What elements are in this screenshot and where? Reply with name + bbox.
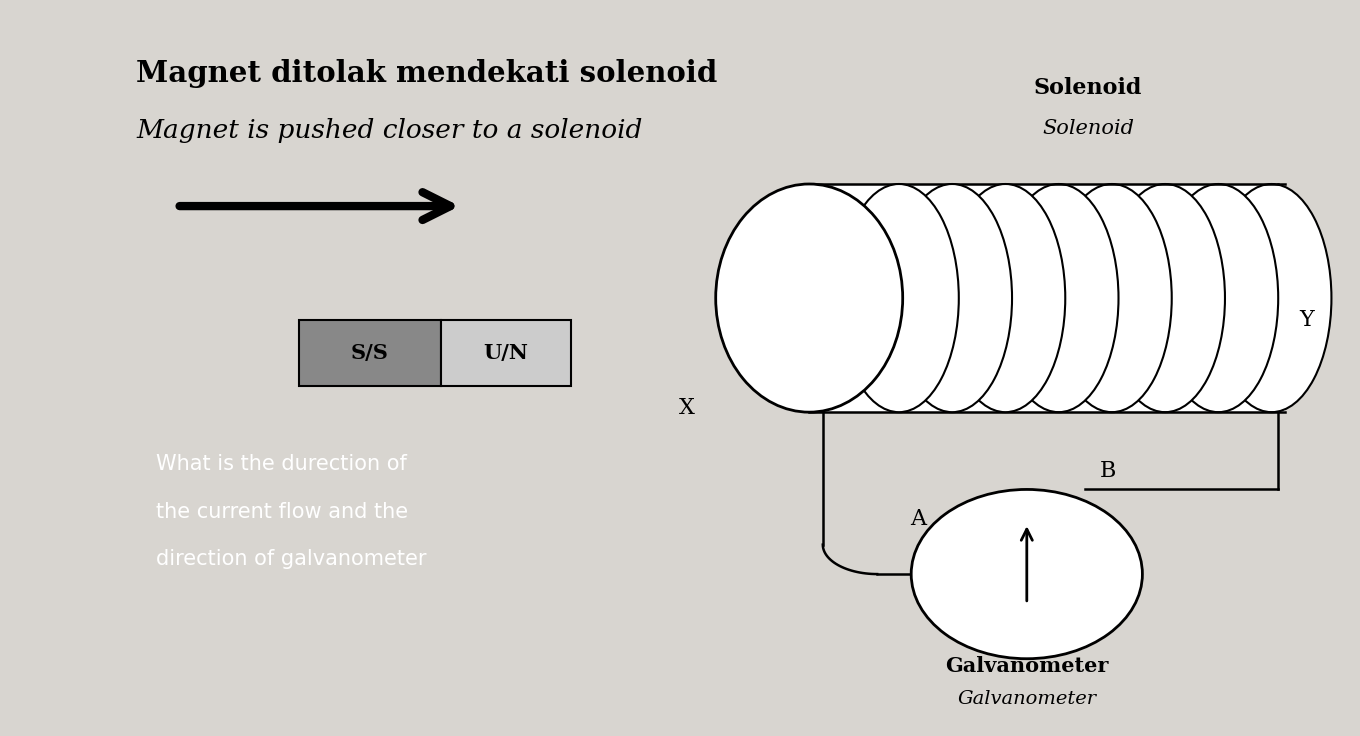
Bar xyxy=(441,320,571,386)
Text: A: A xyxy=(910,508,926,530)
Text: Solenoid: Solenoid xyxy=(1042,119,1134,138)
Text: B: B xyxy=(1100,460,1117,482)
Text: S/S: S/S xyxy=(351,343,389,364)
Ellipse shape xyxy=(945,184,1065,412)
Bar xyxy=(299,320,441,386)
Text: direction of galvanometer: direction of galvanometer xyxy=(156,549,427,570)
Text: the current flow and the: the current flow and the xyxy=(156,501,408,522)
Ellipse shape xyxy=(911,489,1142,659)
Ellipse shape xyxy=(1053,184,1172,412)
Ellipse shape xyxy=(839,184,959,412)
Text: Magnet is pushed closer to a solenoid: Magnet is pushed closer to a solenoid xyxy=(136,118,642,143)
Text: U/N: U/N xyxy=(483,343,529,364)
Ellipse shape xyxy=(1159,184,1278,412)
Bar xyxy=(809,184,1285,412)
Text: Solenoid: Solenoid xyxy=(1034,77,1142,99)
Text: Galvanometer: Galvanometer xyxy=(945,656,1108,676)
Ellipse shape xyxy=(892,184,1012,412)
Text: X: X xyxy=(679,397,695,420)
Text: Y: Y xyxy=(1299,309,1314,331)
Ellipse shape xyxy=(998,184,1118,412)
Text: Magnet ditolak mendekati solenoid: Magnet ditolak mendekati solenoid xyxy=(136,59,717,88)
Ellipse shape xyxy=(715,184,903,412)
Text: Galvanometer: Galvanometer xyxy=(957,690,1096,708)
Text: What is the durection of: What is the durection of xyxy=(156,453,407,474)
Ellipse shape xyxy=(1212,184,1331,412)
Ellipse shape xyxy=(1106,184,1225,412)
